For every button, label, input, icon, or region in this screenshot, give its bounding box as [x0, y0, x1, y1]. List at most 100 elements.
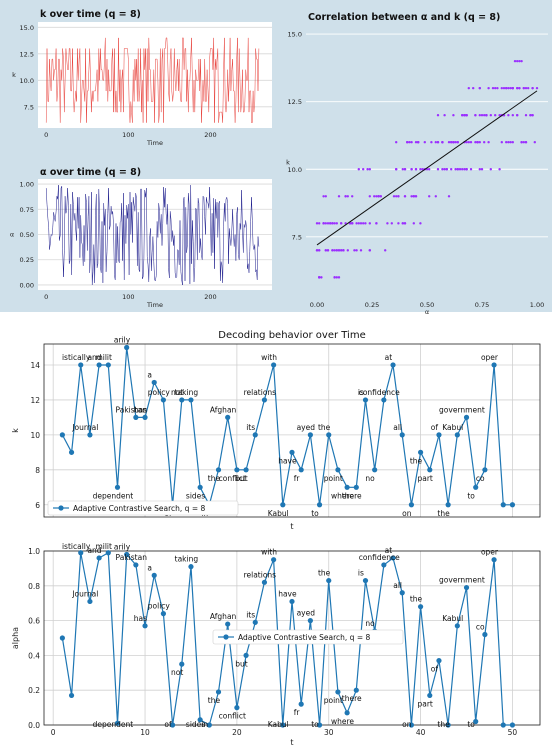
scatter-point: [511, 141, 514, 144]
scatter-point: [379, 195, 382, 198]
decoding-k-xlabel: t: [290, 522, 293, 531]
scatter-point: [386, 222, 389, 225]
decoding-alpha-series-point: [417, 604, 424, 610]
decoding-alpha-token-label: confidence: [359, 553, 400, 562]
scatter-point: [335, 222, 338, 225]
decoding-alpha-series-point: [298, 701, 304, 707]
scatter-point: [434, 141, 437, 144]
decoding-k-legend-box: [47, 500, 239, 516]
scatter-point: [331, 222, 334, 225]
decoding-alpha-xtick-label: 0: [51, 728, 56, 737]
decoding-alpha-ytick-label: 0.2: [28, 686, 40, 695]
scatter-point: [507, 141, 510, 144]
decoding-k-token-label: the: [208, 474, 221, 483]
scatter-point: [516, 113, 519, 117]
decoding-k-series-point: [252, 432, 258, 438]
decoding-k-series-point: [335, 467, 341, 473]
decoding-alpha-series-point: [482, 631, 488, 638]
decoding-alpha-series-point: [326, 577, 332, 584]
decoding-alpha-ylabel: alpha: [11, 627, 20, 649]
decoding-alpha-token-label: istically: [62, 542, 91, 551]
decoding-k-series-point: [473, 484, 479, 490]
alpha-time-series-line: [45, 185, 260, 286]
scatter-point: [359, 222, 363, 225]
scatter-point: [494, 86, 497, 90]
scatter-point: [463, 113, 466, 117]
decoding-k-series-point: [298, 467, 304, 473]
scatter-point: [489, 168, 492, 171]
scatter-point: [450, 141, 453, 144]
decoding-k-token-label: to: [467, 491, 475, 500]
decoding-k-token-label: istically: [62, 353, 91, 362]
k-time-xtick-label: 200: [204, 131, 216, 139]
decoding-k-series-point: [381, 397, 387, 403]
decoding-k-token-label: dependent: [93, 491, 134, 500]
scatter-point: [428, 195, 431, 198]
decoding-alpha-token-label: Afghan: [210, 612, 237, 621]
scatter-point: [491, 86, 495, 90]
decoding-alpha-series-point: [243, 652, 249, 659]
decoding-alpha-token-label: government: [439, 576, 485, 585]
scatter-point: [445, 168, 448, 171]
scatter-point: [505, 86, 508, 90]
scatter-point: [357, 168, 360, 171]
scatter-ytick-label: 15.0: [288, 31, 302, 39]
k-time-series-line: [45, 37, 260, 123]
decoding-alpha-series-point: [252, 619, 258, 625]
k-time-ytick-label: 10.0: [20, 77, 34, 85]
decoding-alpha-token-label: to: [311, 720, 319, 729]
alpha-time-xlabel: Time: [146, 301, 163, 309]
scatter-point: [520, 141, 523, 144]
scatter-point: [315, 222, 319, 225]
scatter-point: [428, 168, 431, 171]
scatter-point: [318, 249, 321, 252]
decoding-k-series-point: [463, 414, 470, 420]
decoding-k-series-point: [96, 362, 102, 368]
scatter-xtick-label: 1.00: [530, 301, 544, 309]
scatter-point: [335, 249, 338, 252]
scatter-point: [337, 249, 341, 252]
scatter-point: [513, 59, 517, 63]
decoding-alpha-series-point: [427, 692, 433, 699]
scatter-point: [366, 168, 369, 171]
scatter-point: [384, 249, 387, 252]
scatter-point: [368, 222, 371, 225]
k-time-ytick-label: 12.5: [20, 50, 34, 58]
decoding-alpha-series-point: [509, 722, 516, 728]
scatter-point: [454, 168, 457, 171]
decoding-alpha-series-point: [280, 722, 286, 728]
scatter-point: [414, 168, 418, 171]
decoding-k-series-point: [114, 484, 121, 490]
decoding-alpha-token-label: policy: [148, 602, 171, 611]
scatter-point: [518, 86, 521, 90]
scatter-point: [474, 113, 477, 117]
scatter-point: [410, 195, 413, 198]
decoding-k-series-point: [280, 502, 286, 508]
scatter-point: [368, 168, 371, 171]
scatter-point: [337, 276, 341, 279]
scatter-point: [414, 141, 418, 144]
scatter-point: [467, 86, 470, 90]
decoding-alpha-token-label: oper: [481, 548, 499, 557]
decoding-k-series-point: [427, 467, 433, 473]
scatter-point: [522, 86, 525, 90]
decoding-k-ytick-label: 10: [30, 431, 40, 440]
scatter-point: [458, 168, 462, 171]
decoding-alpha-token-label: conflict: [219, 712, 246, 721]
scatter-point: [392, 195, 396, 198]
scatter-point: [368, 249, 371, 252]
alpha-time-xtick-label: 100: [122, 293, 134, 301]
scatter-point: [419, 168, 422, 171]
decoding-alpha-series-point: [261, 579, 268, 585]
decoding-k-token-label: there: [342, 491, 362, 500]
decoding-k-series-point: [509, 502, 516, 508]
scatter-point: [485, 113, 488, 117]
scatter-point: [472, 86, 475, 90]
alpha-time-ytick-label: 1.00: [20, 181, 34, 189]
decoding-k-token-label: has: [134, 405, 147, 414]
decoding-k-token-label: its: [246, 423, 255, 432]
decoding-alpha-token-label: part: [417, 699, 432, 708]
decoding-alpha-token-label: the: [437, 720, 450, 729]
decoding-k-series-point: [307, 432, 313, 438]
decoding-k-series-point: [87, 432, 93, 438]
